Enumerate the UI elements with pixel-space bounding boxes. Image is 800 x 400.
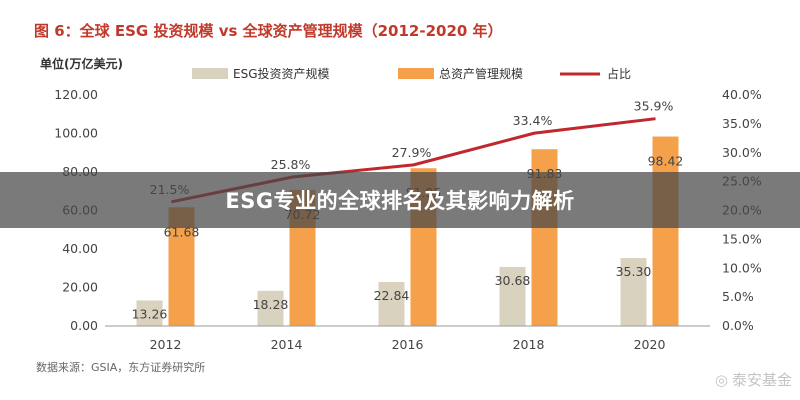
banner-text: ESG专业的全球排名及其影响力解析 xyxy=(225,189,575,213)
bar xyxy=(136,300,163,326)
x-tick-label: 2020 xyxy=(634,337,666,352)
y2-tick-label: 15.0% xyxy=(722,231,762,246)
y2-tick-label: 10.0% xyxy=(722,260,762,275)
bar xyxy=(620,258,647,326)
y-tick-label: 40.00 xyxy=(62,241,98,256)
bar-value-label: 35.30 xyxy=(616,264,652,279)
watermark: ◎ 泰安基金 xyxy=(715,369,792,390)
y-tick-label: 100.00 xyxy=(54,126,98,141)
legend-swatch xyxy=(398,68,434,79)
watermark-text: 泰安基金 xyxy=(731,371,792,389)
y2-tick-label: 40.0% xyxy=(722,87,762,102)
bar xyxy=(257,290,284,326)
y-tick-label: 0.00 xyxy=(70,318,98,333)
bar-value-label: 22.84 xyxy=(374,288,410,303)
bar-value-label: 98.42 xyxy=(648,154,684,169)
bar xyxy=(499,266,526,326)
ratio-value-label: 27.9% xyxy=(392,145,432,160)
bar xyxy=(652,136,679,326)
y-tick-label: 20.00 xyxy=(62,280,98,295)
ratio-value-label: 35.9% xyxy=(634,99,674,114)
y2-tick-label: 30.0% xyxy=(722,145,762,160)
chart-title: 图 6：全球 ESG 投资规模 vs 全球资产管理规模（2012-2020 年） xyxy=(34,22,503,40)
bar-value-label: 30.68 xyxy=(495,273,531,288)
unit-label: 单位(万亿美元) xyxy=(40,56,123,71)
weibo-icon: ◎ xyxy=(714,370,728,389)
y2-tick-label: 5.0% xyxy=(722,289,754,304)
y-tick-label: 120.00 xyxy=(54,87,98,102)
ratio-value-label: 25.8% xyxy=(271,157,311,172)
legend: ESG投资资产规模 总资产管理规模 占比 xyxy=(192,66,631,81)
legend-label: 总资产管理规模 xyxy=(439,66,523,81)
title-banner: ESG专业的全球排名及其影响力解析 xyxy=(0,172,800,228)
x-tick-label: 2016 xyxy=(392,337,424,352)
legend-swatch xyxy=(192,68,228,79)
bar-value-label: 61.68 xyxy=(164,224,200,239)
x-tick-label: 2014 xyxy=(271,337,303,352)
y2-tick-label: 35.0% xyxy=(722,116,762,131)
bars xyxy=(136,136,679,326)
bar-value-label: 18.28 xyxy=(253,297,289,312)
x-axis: 2012 2014 2016 2018 2020 xyxy=(105,325,710,352)
legend-label: 占比 xyxy=(607,66,631,81)
x-tick-label: 2012 xyxy=(150,337,182,352)
bar xyxy=(378,282,405,326)
source-note: 数据来源：GSIA，东方证券研究所 xyxy=(36,360,205,374)
bar-value-label: 13.26 xyxy=(132,306,168,321)
legend-label: ESG投资资产规模 xyxy=(233,66,330,81)
ratio-value-label: 33.4% xyxy=(513,113,553,128)
x-tick-label: 2018 xyxy=(513,337,545,352)
y2-tick-label: 0.0% xyxy=(722,318,754,333)
